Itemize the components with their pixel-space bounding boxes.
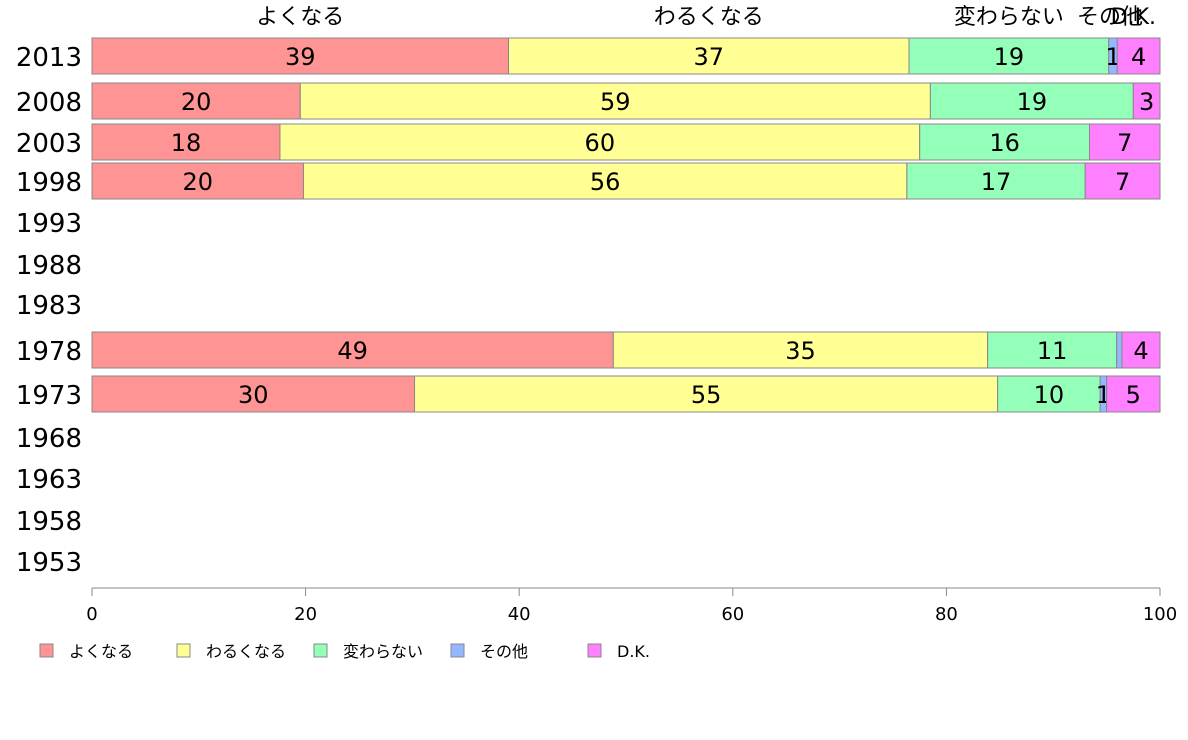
top-label-1: わるくなる [654,5,764,30]
y-tick-label-1973: 1973 [16,381,82,411]
bar-label-2003-series-0: 18 [171,129,202,157]
bar-2003-series-1 [279,123,921,161]
bar-label-1998-series-2: 17 [981,168,1012,196]
bar-2008-series-2 [929,82,1134,120]
y-tick-label-1978: 1978 [16,337,82,367]
bar-label-1998-series-1: 56 [590,168,621,196]
bar-label-1998-series-4: 7 [1115,168,1130,196]
y-tick-label-2013: 2013 [16,43,82,73]
bar-label-2013-series-2: 19 [994,43,1025,71]
legend-swatch-2 [313,643,328,658]
bar-label-2003-series-2: 16 [989,129,1020,157]
legend-label-3: その他 [480,642,528,661]
bar-label-1998-series-0: 20 [182,168,213,196]
bar-label-1978-series-2: 11 [1037,337,1068,365]
bar-1978-series-4 [1121,331,1161,369]
y-tick-label-1993: 1993 [16,209,82,239]
y-tick-label-1963: 1963 [16,465,82,495]
bar-1973-series-2 [997,375,1101,413]
bar-label-2008-series-4: 3 [1139,88,1154,116]
bar-2008-series-1 [299,82,931,120]
bar-2013-series-2 [908,37,1110,75]
x-tick-label-0: 0 [86,604,97,625]
bar-label-1973-series-1: 55 [691,381,722,409]
bar-2013-series-4 [1116,37,1161,75]
top-label-3: その他 [1077,5,1143,30]
bar-label-2013-series-1: 37 [693,43,724,71]
x-tick-label-40: 40 [508,604,531,625]
legend-swatch-3 [450,643,465,658]
bar-label-2013-series-0: 39 [285,43,316,71]
y-tick-label-1958: 1958 [16,507,82,537]
bar-label-1978-series-4: 4 [1133,337,1148,365]
bar-1973-series-4 [1106,375,1161,413]
y-tick-label-2008: 2008 [16,88,82,118]
bar-label-2003-series-4: 7 [1117,129,1132,157]
bar-label-2008-series-0: 20 [181,88,212,116]
y-tick-label-1988: 1988 [16,251,82,281]
bar-1998-series-4 [1084,162,1161,200]
top-label-4: D.K. [1111,5,1156,30]
bar-label-1973-series-4: 5 [1126,381,1141,409]
bar-label-1973-series-0: 30 [238,381,269,409]
top-label-2: 変わらない [954,5,1064,30]
legend-label-1: わるくなる [206,642,286,661]
bar-1973-series-0 [91,375,416,413]
bar-2003-series-0 [91,123,281,161]
bar-label-2008-series-1: 59 [600,88,631,116]
legend-swatch-4 [587,643,602,658]
bar-2003-series-2 [919,123,1091,161]
y-tick-label-1953: 1953 [16,548,82,578]
y-tick-label-1968: 1968 [16,424,82,454]
x-tick-label-60: 60 [721,604,744,625]
bars-layer: 39 37 19 1 420 59 19 318 60 16 720 56 17 749 35 11 430 55… [91,37,1161,413]
bar-1978-series-0 [91,331,614,369]
x-tick-label-100: 100 [1143,604,1177,625]
bar-label-1978-series-0: 49 [337,337,368,365]
bar-1978-series-3 [1116,331,1123,369]
bar-label-2003-series-1: 60 [585,129,616,157]
bar-1973-series-1 [414,375,999,413]
bar-2003-series-4 [1089,123,1161,161]
top-label-0: よくなる [256,5,344,30]
bar-2013-series-0 [91,37,510,75]
y-tick-label-1998: 1998 [16,168,82,198]
y-tick-labels-layer: 2013 2008 2003 1998 1993 1988 1983 1978 1973 1968… [16,43,82,578]
x-tick-label-80: 80 [935,604,958,625]
legend-label-4: D.K. [617,642,650,661]
x-axis-layer: 0 20 40 60 80 100 [86,587,1177,625]
bar-1978-series-2 [987,331,1118,369]
bar-label-2013-series-4: 4 [1131,43,1146,71]
legend-label-2: 変わらない [343,642,423,661]
legend-swatch-0 [39,643,54,658]
legend-swatch-1 [176,643,191,658]
y-tick-label-1983: 1983 [16,291,82,321]
legend-layer: よくなる わるくなる 変わらない その他 D.K. [39,642,650,661]
bar-2008-series-0 [91,82,301,120]
y-tick-label-2003: 2003 [16,129,82,159]
bar-1998-series-0 [91,162,304,200]
legend-label-0: よくなる [69,642,133,661]
bar-1998-series-2 [906,162,1086,200]
bar-label-1973-series-2: 10 [1034,381,1065,409]
bar-2008-series-4 [1132,82,1161,120]
bar-1998-series-1 [302,162,908,200]
bar-label-2008-series-2: 19 [1017,88,1048,116]
x-tick-label-20: 20 [294,604,317,625]
bar-label-1978-series-1: 35 [785,337,816,365]
bar-2013-series-1 [508,37,910,75]
